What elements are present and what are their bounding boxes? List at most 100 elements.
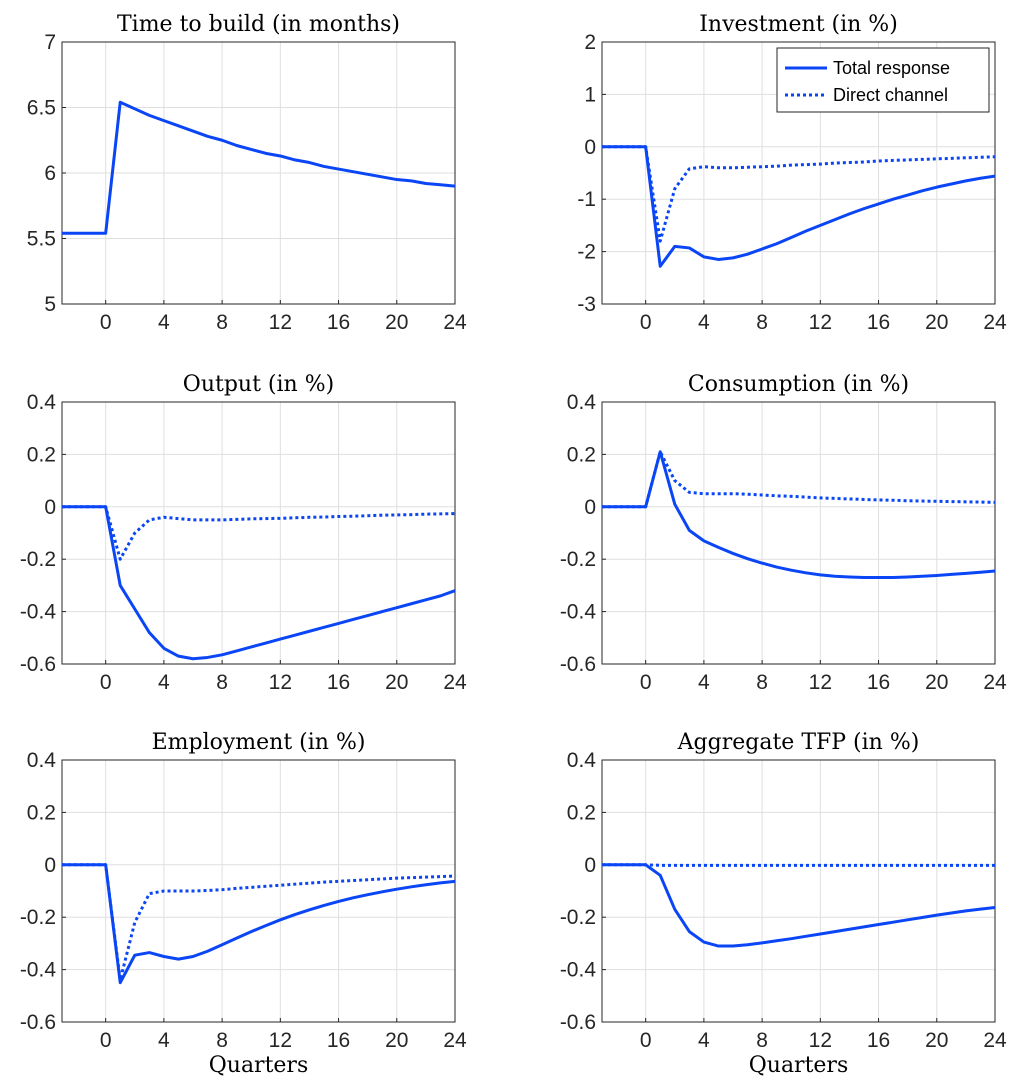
y-tick-label: 0	[584, 496, 596, 519]
x-tick-label: 12	[809, 671, 832, 694]
direct-channel-line	[602, 450, 995, 509]
y-tick-label: 0	[44, 854, 56, 877]
x-tick-label: 12	[269, 311, 292, 334]
x-tick-label: 16	[867, 311, 890, 334]
x-tick-label: 0	[640, 1029, 652, 1052]
y-tick-label: 2	[584, 31, 596, 54]
y-tick-label: -0.6	[560, 653, 596, 676]
x-tick-label: 20	[925, 671, 948, 694]
y-tick-label: -0.4	[560, 959, 597, 982]
x-tick-label: 8	[756, 1029, 768, 1052]
x-tick-label: 24	[443, 1029, 467, 1052]
total-response-line	[62, 863, 455, 985]
x-tick-label: 16	[867, 1029, 890, 1052]
y-tick-label: -0.6	[20, 653, 56, 676]
legend-label: Direct channel	[833, 85, 948, 105]
chart-panel: 0 4 8 12 16 20 24 -0.6 -0.4 -0.2 0 0.2 0.4 Consumptio…	[560, 372, 1007, 694]
plot-area	[61, 401, 456, 665]
x-tick-label: 0	[640, 311, 652, 334]
total-response-line	[602, 450, 995, 580]
x-tick-label: 20	[385, 671, 408, 694]
y-tick-label: -0.2	[560, 548, 596, 571]
y-tick-label: 0.4	[27, 391, 57, 414]
axes-frame	[601, 759, 996, 1023]
axes-frame	[61, 759, 456, 1023]
x-tick-label: 4	[698, 671, 710, 694]
x-tick-label: 20	[925, 311, 948, 334]
y-tick-label: -0.4	[20, 601, 57, 624]
y-tick-label: 0	[44, 496, 56, 519]
plot-area	[601, 759, 996, 1023]
plot-area	[601, 401, 996, 665]
chart-title: Time to build (in months)	[117, 12, 400, 37]
y-tick-label: -0.4	[560, 601, 597, 624]
x-tick-label: 8	[216, 1029, 228, 1052]
y-tick-label: -1	[577, 188, 596, 211]
y-tick-label: -0.4	[20, 959, 57, 982]
x-tick-label: 8	[216, 311, 228, 334]
y-tick-label: 0.4	[567, 749, 597, 772]
direct-channel-line	[62, 863, 455, 982]
y-tick-label: -0.2	[560, 906, 596, 929]
x-tick-label: 8	[756, 311, 768, 334]
x-tick-label: 24	[983, 1029, 1007, 1052]
x-tick-label: 12	[269, 671, 292, 694]
chart-title: Aggregate TFP (in %)	[677, 730, 920, 755]
legend: Total response Direct channel	[776, 47, 990, 113]
y-tick-label: 0.2	[27, 801, 56, 824]
y-tick-label: 6.5	[27, 97, 56, 120]
chart-title: Employment (in %)	[152, 730, 366, 755]
x-tick-label: 16	[327, 311, 350, 334]
y-tick-label: 0.2	[567, 801, 596, 824]
total-response-line	[62, 100, 455, 235]
y-tick-label: 5.5	[27, 228, 56, 251]
y-tick-label: -0.2	[20, 906, 56, 929]
legend-label: Total response	[833, 58, 950, 78]
chart-panel: 0 4 8 12 16 20 24 5 5.5 6 6.5 7 Time to build (in mo…	[27, 12, 467, 334]
x-tick-label: 20	[925, 1029, 948, 1052]
x-tick-label: 4	[698, 311, 710, 334]
y-tick-label: -0.2	[20, 548, 56, 571]
total-response-line	[602, 863, 995, 948]
x-tick-label: 0	[100, 1029, 112, 1052]
x-tick-label: 24	[983, 311, 1007, 334]
x-tick-label: 16	[327, 671, 350, 694]
x-tick-label: 24	[983, 671, 1007, 694]
total-response-line	[62, 505, 455, 661]
y-tick-label: -0.6	[560, 1011, 596, 1034]
x-tick-label: 16	[327, 1029, 350, 1052]
y-tick-label: 0.2	[567, 443, 596, 466]
x-tick-label: 4	[158, 671, 170, 694]
y-tick-label: 1	[584, 83, 596, 106]
chart-title: Consumption (in %)	[688, 372, 909, 397]
y-tick-label: 0	[584, 854, 596, 877]
x-tick-label: 8	[216, 671, 228, 694]
chart-panel: 0 4 8 12 16 20 24 -0.6 -0.4 -0.2 0 0.2 0.4 Output (in…	[20, 372, 467, 694]
y-tick-label: -3	[577, 293, 596, 316]
axes-frame	[61, 401, 456, 665]
x-tick-label: 0	[100, 311, 112, 334]
y-tick-label: 6	[44, 162, 56, 185]
x-tick-label: 0	[100, 671, 112, 694]
total-response-line	[602, 145, 995, 268]
y-tick-label: -2	[577, 241, 596, 264]
x-tick-label: 0	[640, 671, 652, 694]
y-tick-label: 7	[44, 31, 56, 54]
y-tick-label: 0.4	[567, 391, 597, 414]
chart-title: Investment (in %)	[699, 12, 898, 37]
y-tick-label: 0	[584, 136, 596, 159]
y-tick-label: 0.2	[27, 443, 56, 466]
x-tick-label: 12	[269, 1029, 292, 1052]
chart-panel: 0 4 8 12 16 20 24 -0.6 -0.4 -0.2 0 0.2 0.4 Aggregate …	[560, 730, 1007, 1078]
x-tick-label: 12	[809, 1029, 832, 1052]
x-axis-label: Quarters	[209, 1053, 309, 1078]
chart-title: Output (in %)	[183, 372, 334, 397]
y-tick-label: 5	[44, 293, 56, 316]
x-tick-label: 20	[385, 1029, 408, 1052]
y-tick-label: 0.4	[27, 749, 57, 772]
legend-box	[776, 47, 990, 113]
x-tick-label: 24	[443, 671, 467, 694]
x-tick-label: 20	[385, 311, 408, 334]
x-tick-label: 4	[158, 311, 170, 334]
